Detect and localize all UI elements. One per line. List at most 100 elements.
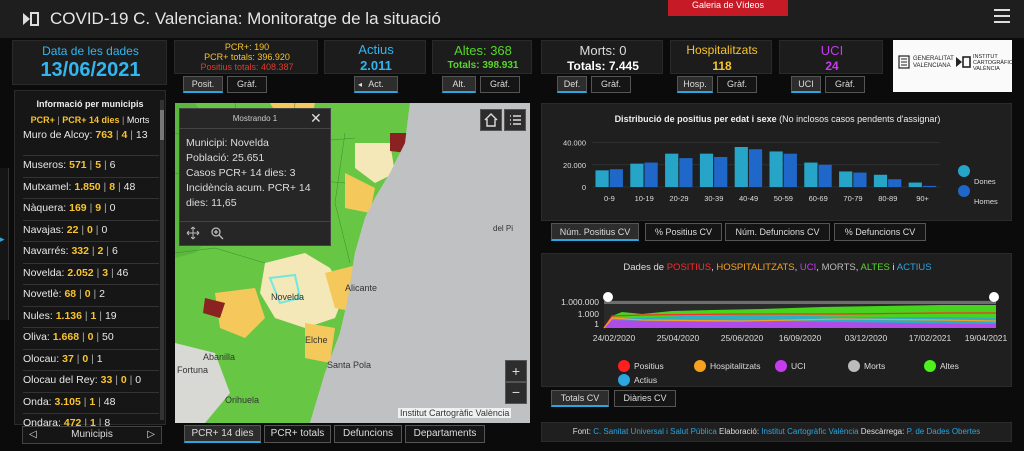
age-bar-women[interactable] bbox=[699, 153, 714, 187]
deaths-tab[interactable]: Def. bbox=[557, 76, 587, 93]
hospital-tab[interactable]: Hosp. bbox=[677, 76, 713, 93]
age-xtick: 40-49 bbox=[739, 194, 758, 203]
range-handle-left[interactable] bbox=[603, 292, 613, 302]
age-bar-women[interactable] bbox=[769, 151, 783, 187]
zoom-out-button[interactable]: − bbox=[505, 382, 527, 404]
age-bar-men[interactable] bbox=[783, 153, 797, 187]
age-bar-men[interactable] bbox=[714, 157, 728, 187]
municipalities-scrollbar[interactable] bbox=[160, 100, 164, 420]
age-tab-num-pos[interactable]: Núm. Positius CV bbox=[551, 223, 639, 241]
age-bar-men[interactable] bbox=[609, 169, 623, 187]
next-icon[interactable]: ▷ bbox=[147, 429, 155, 440]
municipality-pcr: 1.850 bbox=[74, 180, 101, 193]
age-bar-women[interactable] bbox=[595, 170, 609, 187]
daily-ytick-2: 1.000 bbox=[578, 309, 600, 319]
separator: | bbox=[86, 202, 96, 214]
daily-tab-totals[interactable]: Totals CV bbox=[551, 390, 609, 407]
separator: | bbox=[92, 223, 102, 236]
municipality-row[interactable]: Muro de Alcoy: 763 | 4 | 13 bbox=[23, 129, 163, 141]
municipality-deaths: 2 bbox=[99, 288, 105, 300]
separator: | bbox=[96, 309, 105, 322]
municipality-deaths: 0 bbox=[109, 202, 116, 214]
footer-source-link[interactable]: C. Sanitat Universal i Salut Pública bbox=[593, 427, 717, 436]
zoom-in-button[interactable]: + bbox=[505, 360, 527, 382]
municipality-pcr: 37 bbox=[62, 352, 74, 365]
separator: | bbox=[112, 374, 121, 386]
map-tab-departments[interactable]: Departaments bbox=[405, 425, 485, 443]
separator: | bbox=[90, 288, 100, 300]
discharges-card: Altes: 368 Totals: 398.931 bbox=[432, 40, 532, 74]
age-bar-men[interactable] bbox=[922, 185, 937, 187]
age-tab-pct-def[interactable]: % Defuncions CV bbox=[834, 223, 926, 241]
video-gallery-button[interactable]: Galeria de Vídeos bbox=[668, 0, 788, 16]
side-toggle[interactable]: ▸ bbox=[0, 168, 9, 320]
municipality-pcr14: 2 bbox=[97, 245, 104, 257]
age-bar-women[interactable] bbox=[630, 163, 644, 187]
age-bar-men[interactable] bbox=[644, 162, 658, 187]
close-icon[interactable]: ✕ bbox=[310, 110, 322, 126]
age-bar-men[interactable] bbox=[888, 179, 902, 187]
age-legend-label: Dones bbox=[974, 177, 996, 186]
age-xtick: 10-19 bbox=[635, 194, 654, 203]
range-handle-right[interactable] bbox=[989, 292, 999, 302]
zoom-to-icon[interactable] bbox=[210, 226, 224, 240]
municipality-row[interactable]: Onda: 3.105 | 1 | 48 bbox=[23, 396, 163, 408]
positives-tab[interactable]: Posit. bbox=[183, 76, 223, 93]
discharges-chart-tab[interactable]: Gràf. bbox=[480, 76, 520, 93]
separator: | bbox=[80, 395, 90, 408]
positives-chart-tab[interactable]: Gràf. bbox=[227, 76, 267, 93]
age-bar-women[interactable] bbox=[839, 171, 853, 187]
layers-button[interactable] bbox=[504, 109, 526, 131]
pan-icon[interactable] bbox=[186, 226, 200, 240]
municipality-row[interactable]: Olocau del Rey: 33 | 0 | 0 bbox=[23, 374, 163, 386]
municipality-name: Oliva: bbox=[23, 331, 50, 343]
municipality-deaths: 1 bbox=[96, 352, 103, 365]
discharges-tab[interactable]: Alt. bbox=[442, 76, 476, 93]
row-divider bbox=[23, 284, 159, 285]
age-bar-men[interactable] bbox=[679, 158, 693, 187]
scrollbar-thumb[interactable] bbox=[160, 110, 164, 140]
daily-range-bar[interactable] bbox=[604, 301, 996, 304]
municipality-row[interactable]: Nàquera: 169 | 9 | 0 bbox=[23, 202, 163, 214]
map-tab-pcr14[interactable]: PCR+ 14 dies bbox=[184, 425, 261, 443]
municipality-row[interactable]: Mutxamel: 1.850 | 8 | 48 bbox=[23, 181, 163, 193]
age-ytick: 20.000 bbox=[563, 161, 586, 170]
daily-tab-daily[interactable]: Diàries CV bbox=[614, 390, 676, 407]
map-tab-pcr-totals[interactable]: PCR+ totals bbox=[264, 425, 331, 443]
age-bar-women[interactable] bbox=[804, 162, 818, 187]
age-bar-men[interactable] bbox=[853, 172, 867, 187]
age-xtick: 50-59 bbox=[774, 194, 793, 203]
menu-icon[interactable] bbox=[994, 9, 1010, 25]
age-bar-women[interactable] bbox=[873, 174, 888, 187]
separator: | bbox=[103, 245, 112, 257]
home-button[interactable] bbox=[480, 109, 502, 131]
municipality-row[interactable]: Museros: 571 | 5 | 6 bbox=[23, 159, 163, 171]
municipality-row[interactable]: Oliva: 1.668 | 0 | 50 bbox=[23, 331, 163, 343]
municipality-row[interactable]: Nules: 1.136 | 1 | 19 bbox=[23, 310, 163, 322]
age-bar-women[interactable] bbox=[908, 182, 922, 187]
prev-icon[interactable]: ◁ bbox=[29, 429, 37, 440]
icu-tab[interactable]: UCI bbox=[791, 76, 821, 93]
footer-download-link[interactable]: P. de Dades Obertes bbox=[906, 427, 981, 436]
daily-title-part: , bbox=[855, 262, 861, 273]
footer-elab-link[interactable]: Institut Cartogràfic València bbox=[761, 427, 859, 436]
municipality-row[interactable]: Novelda: 2.052 | 3 | 46 bbox=[23, 267, 163, 279]
municipality-name: Novetlè: bbox=[23, 288, 62, 300]
age-bar-women[interactable] bbox=[734, 147, 748, 187]
municipality-row[interactable]: Olocau: 37 | 0 | 1 bbox=[23, 353, 163, 365]
municipality-pcr: 68 bbox=[64, 288, 77, 300]
icu-chart-tab[interactable]: Gràf. bbox=[825, 76, 865, 93]
deaths-chart-tab[interactable]: Gràf. bbox=[591, 76, 631, 93]
map-tab-deaths[interactable]: Defuncions bbox=[334, 425, 402, 443]
age-bar-men[interactable] bbox=[748, 149, 763, 187]
age-bar-women[interactable] bbox=[665, 153, 679, 187]
hospital-chart-tab[interactable]: Gràf. bbox=[717, 76, 757, 93]
municipality-row[interactable]: Novetlè: 68 | 0 | 2 bbox=[23, 288, 163, 300]
age-tab-pct-pos[interactable]: % Positius CV bbox=[645, 223, 722, 241]
municipality-row[interactable]: Navarrés: 332 | 2 | 6 bbox=[23, 245, 163, 257]
map-label-delpi: del Pi bbox=[493, 224, 513, 233]
active-tab[interactable]: ◂ Act. bbox=[354, 76, 398, 93]
age-bar-men[interactable] bbox=[818, 164, 832, 187]
municipality-row[interactable]: Navajas: 22 | 0 | 0 bbox=[23, 224, 163, 236]
age-tab-num-def[interactable]: Núm. Defuncions CV bbox=[725, 223, 830, 241]
